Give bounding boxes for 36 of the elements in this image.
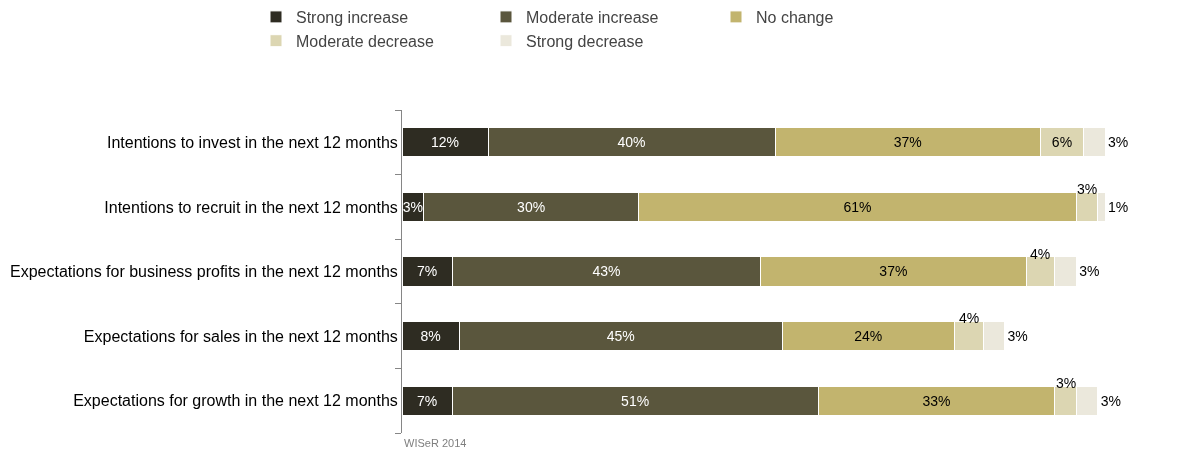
data-label: 3% [1108,134,1129,151]
data-label: 3% [1007,328,1028,345]
legend-label: No change [756,9,834,27]
y-tick-label: Expectations for growth in the next 12 months [73,392,398,410]
legend-label: Moderate decrease [296,32,434,50]
data-label: 37% [893,134,922,151]
data-label: 3% [402,198,423,215]
y-tick-label: Intentions to invest in the next 12 months [106,133,398,151]
data-label: 3% [1077,181,1098,197]
legend-label: Strong increase [296,9,409,27]
text: WISeR 2014 [404,437,467,449]
data-label: 30% [517,198,546,215]
data-label: 45% [606,328,635,345]
y-tick-label: Expectations for sales in the next 12 months [83,327,398,345]
y-tick-label: Expectations for business profits in the next 12 months [10,263,398,281]
data-label: 24% [854,328,883,345]
data-label: 6% [1051,134,1073,151]
data-label: 3% [1056,375,1077,391]
data-label: 3% [1100,392,1122,409]
data-label: 43% [592,263,621,280]
data-label: 33% [922,392,951,409]
data-label: 37% [879,263,908,280]
data-label: 51% [621,392,650,409]
data-label: 1% [1108,198,1129,215]
data-label: 40% [617,134,646,151]
y-tick-label: Intentions to recruit in the next 12 months [104,198,398,216]
data-label: 4% [959,310,980,326]
data-label: 8% [420,328,441,345]
data-label: 61% [843,198,872,215]
data-label: 7% [416,392,438,409]
legend-label: Moderate increase [526,9,659,27]
data-label: 7% [416,263,438,280]
data-label: 3% [1079,263,1100,280]
data-label: 12% [431,134,460,151]
legend-label: Strong decrease [526,32,644,50]
data-label: 4% [1030,246,1051,262]
